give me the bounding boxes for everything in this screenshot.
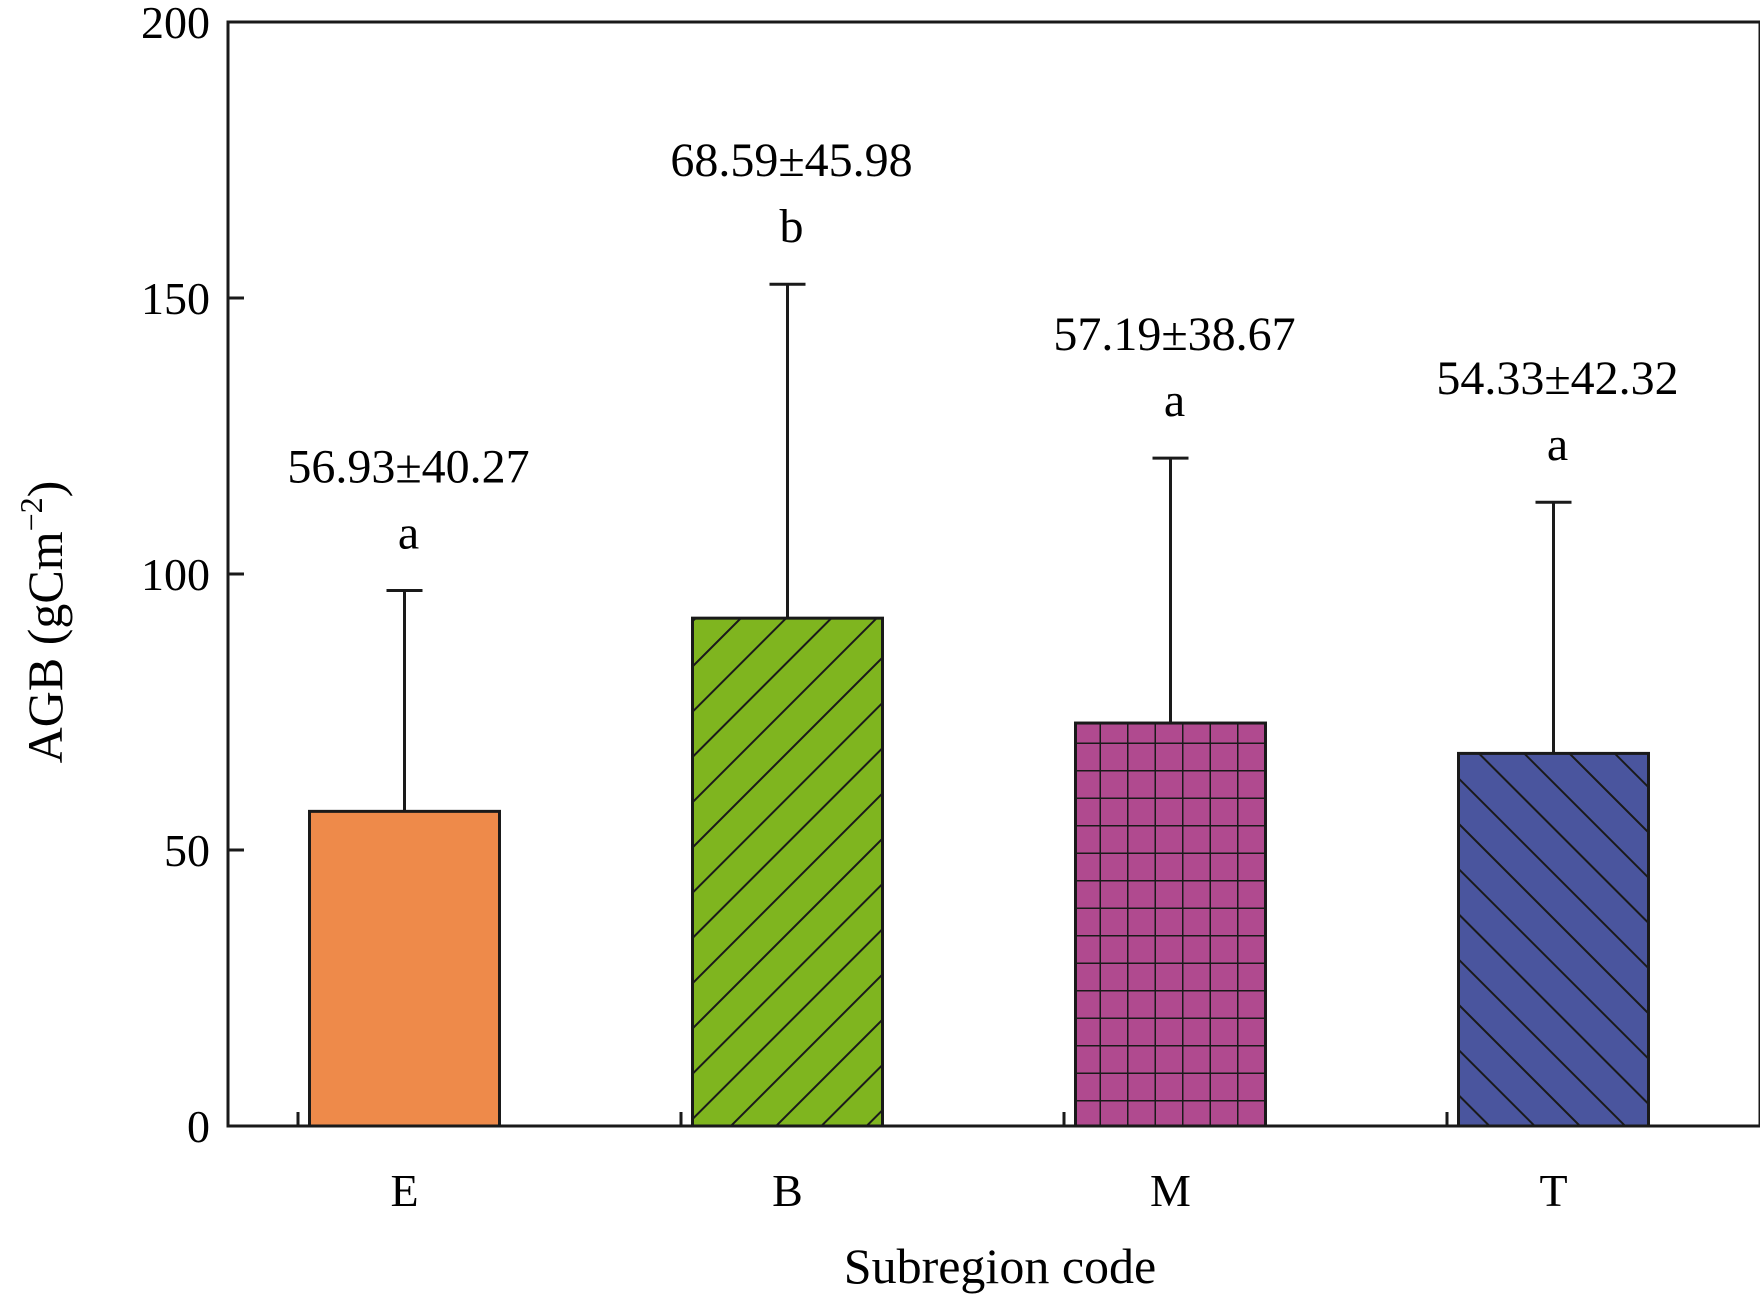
bar-b [691,616,884,1128]
error-bars [386,282,1572,812]
bar-m [1074,721,1267,1128]
significance-label-b: b [780,200,804,253]
bars [308,616,1650,1128]
y-tick-label-0: 0 [187,1101,210,1152]
y-axis: 0 50 100 150 200 [141,0,244,1152]
x-tick-label-b: B [772,1165,803,1216]
y-tick-label-4: 200 [141,0,210,48]
bar-t [1457,751,1650,1128]
value-label-e: 56.93±40.27 [287,441,529,494]
annotations: 56.93±40.27 a 68.59±45.98 b 57.19±38.67 a 54.3… [287,134,1678,559]
significance-label-t: a [1547,418,1568,471]
y-axis-title-main: AGB (gCm [17,531,73,763]
x-tick-label-m: M [1150,1165,1191,1216]
value-label-t: 54.33±42.32 [1436,352,1678,405]
x-tick-label-e: E [390,1165,418,1216]
y-tick-label-2: 100 [141,549,210,600]
y-tick-label-1: 50 [164,825,210,876]
x-axis-title: Subregion code [844,1238,1156,1294]
y-axis-title-close: ) [17,481,73,498]
value-label-b: 68.59±45.98 [670,134,912,187]
significance-label-e: a [398,507,419,560]
x-tick-label-t: T [1539,1165,1567,1216]
y-tick-label-3: 150 [141,273,210,324]
y-axis-title-sup: −2 [13,497,49,531]
value-label-m: 57.19±38.67 [1053,308,1295,361]
y-axis-title: AGB (gCm−2) [13,481,73,764]
bar-e [308,809,501,1128]
significance-label-m: a [1164,374,1185,427]
